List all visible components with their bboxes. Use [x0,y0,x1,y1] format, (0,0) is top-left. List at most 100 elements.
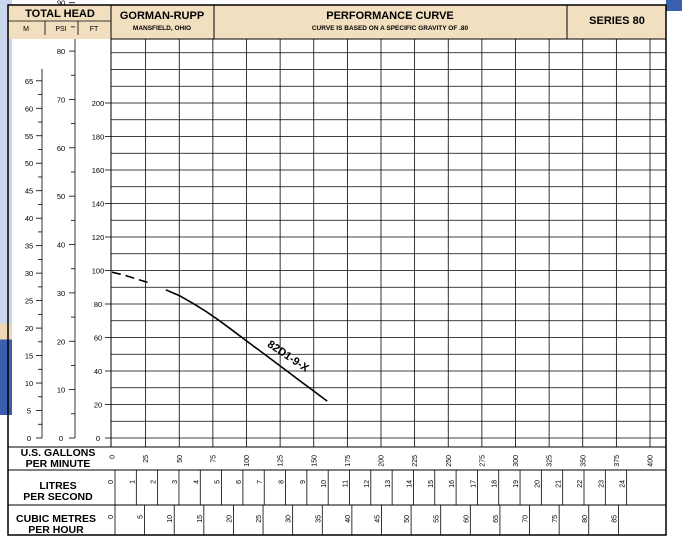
page-background-left [0,0,12,539]
x-tick-lps-label: 22 [577,480,584,488]
gpm-label-line2: PER MINUTE [26,458,91,470]
y-tick-m-label: 45 [25,187,33,196]
y-tick-psi-label: 30 [57,289,65,298]
lps-label-line2: PER SECOND [23,491,93,503]
company-location: MANSFIELD, OHIO [133,25,191,32]
curve-label: 82D1-9-X [265,338,311,375]
company-name: GORMAN-RUPP [120,10,204,22]
x-tick-lps-label: 11 [343,480,350,487]
y-tick-m-label: 65 [25,77,33,86]
x-tick-lps-label: 15 [428,480,435,488]
x-tick-lps-label: 5 [215,480,222,484]
x-tick-cmh-label: 20 [226,515,233,523]
x-tick-lps-label: 8 [279,480,286,484]
x-tick-lps-label: 20 [534,480,541,488]
y-tick-psi-label: 50 [57,192,65,201]
x-tick-cmh-label: 45 [374,515,381,523]
x-tick-cmh-label: 65 [493,515,500,523]
x-tick-gpm-label: 350 [580,455,587,467]
x-tick-cmh-label: 40 [345,515,352,523]
x-tick-lps-label: 19 [513,480,520,488]
x-tick-lps-label: 6 [236,480,243,484]
plot-grid [8,39,666,448]
x-tick-lps-label: 3 [172,480,179,484]
x-tick-lps-label: 23 [598,480,605,488]
cmh-label-line1: CUBIC METRES [16,513,96,525]
x-tick-cmh-label: 5 [138,515,145,519]
y-tick-psi-label: 20 [57,337,65,346]
x-tick-lps-label: 12 [364,480,371,488]
x-tick-lps-label: 4 [193,480,200,484]
x-tick-lps-label: 13 [385,480,392,488]
x-tick-gpm-label: 325 [547,455,554,467]
x-tick-gpm-label: 400 [648,455,655,467]
x-tick-gpm-label: 375 [614,455,621,467]
y-tick-ft-label: 20 [94,401,102,410]
y-tick-psi-label: 40 [57,241,65,250]
x-tick-cmh-label: 75 [552,515,559,523]
curve-solid-segment [165,289,328,402]
page-background-right [666,0,682,539]
series-label: SERIES 80 [589,15,645,27]
total-head-label: TOTAL HEAD [25,8,95,20]
y-tick-ft-label: 200 [92,99,105,108]
x-tick-cmh-label: 10 [167,515,174,523]
x-tick-cmh-label: 85 [611,515,618,523]
chart-title: PERFORMANCE CURVE [326,10,454,22]
x-tick-lps-label: 17 [470,480,477,488]
y-tick-m-label: 35 [25,242,33,251]
chart-subtitle: CURVE IS BASED ON A SPECIFIC GRAVITY OF … [312,25,469,32]
header-background [8,5,666,39]
x-tick-lps-label: 21 [556,480,563,488]
y-tick-ft-label: 120 [92,233,105,242]
x-tick-cmh-label: 25 [256,515,263,523]
y-tick-psi-label: 80 [57,47,65,56]
x-tick-gpm-label: 75 [210,455,217,463]
x-tick-lps-label: 24 [620,480,627,488]
x-tick-gpm-label: 250 [446,455,453,467]
x-axis-scales: 0 25 50 75 100 125 150 175 200 225 250 275 300 325 350… [108,455,655,535]
x-tick-lps-label: 14 [406,480,413,488]
x-tick-cmh-label: 55 [434,515,441,523]
y-tick-ft-label: 160 [92,166,105,175]
y-tick-m-label: 0 [27,434,31,443]
unit-ft-label: FT [90,26,99,33]
x-tick-lps-label: 10 [321,480,328,488]
x-tick-cmh-label: 60 [463,515,470,523]
sheet-border [7,4,667,536]
x-tick-cmh-label: 15 [197,515,204,523]
x-tick-cmh-label: 0 [108,515,115,519]
y-tick-psi-label: 0 [59,434,63,443]
y-tick-m-label: 20 [25,324,33,333]
x-tick-gpm-label: 100 [244,455,251,467]
y-tick-ft-label: 140 [92,200,105,209]
y-tick-ft-label: 60 [94,334,102,343]
y-tick-psi-label: 70 [57,95,65,104]
y-tick-m-label: 60 [25,104,33,113]
y-tick-ft-label: 0 [96,434,100,443]
x-tick-lps-label: 7 [257,480,264,484]
x-tick-gpm-label: 200 [379,455,386,467]
y-tick-psi-label: 60 [57,144,65,153]
x-tick-gpm-label: 0 [110,455,117,459]
y-tick-psi-label: 10 [57,386,65,395]
x-tick-gpm-label: 150 [311,455,318,467]
x-tick-gpm-label: 50 [177,455,184,463]
x-tick-lps-label: 0 [108,480,115,484]
y-tick-ft-label: 180 [92,133,105,142]
x-tick-lps-label: 16 [449,480,456,488]
y-tick-m-label: 40 [25,214,33,223]
x-tick-gpm-label: 275 [479,455,486,467]
x-tick-cmh-label: 50 [404,515,411,523]
cmh-label-line2: PER HOUR [28,524,84,536]
y-tick-psi-label: 90 [57,0,65,8]
y-tick-ft-label: 80 [94,300,102,309]
y-tick-m-label: 55 [25,132,33,141]
y-tick-m-label: 50 [25,159,33,168]
x-tick-gpm-label: 125 [278,455,285,467]
x-tick-cmh-label: 35 [315,515,322,523]
x-tick-cmh-label: 30 [286,515,293,523]
y-tick-m-label: 30 [25,269,33,278]
x-tick-gpm-label: 25 [143,455,150,463]
